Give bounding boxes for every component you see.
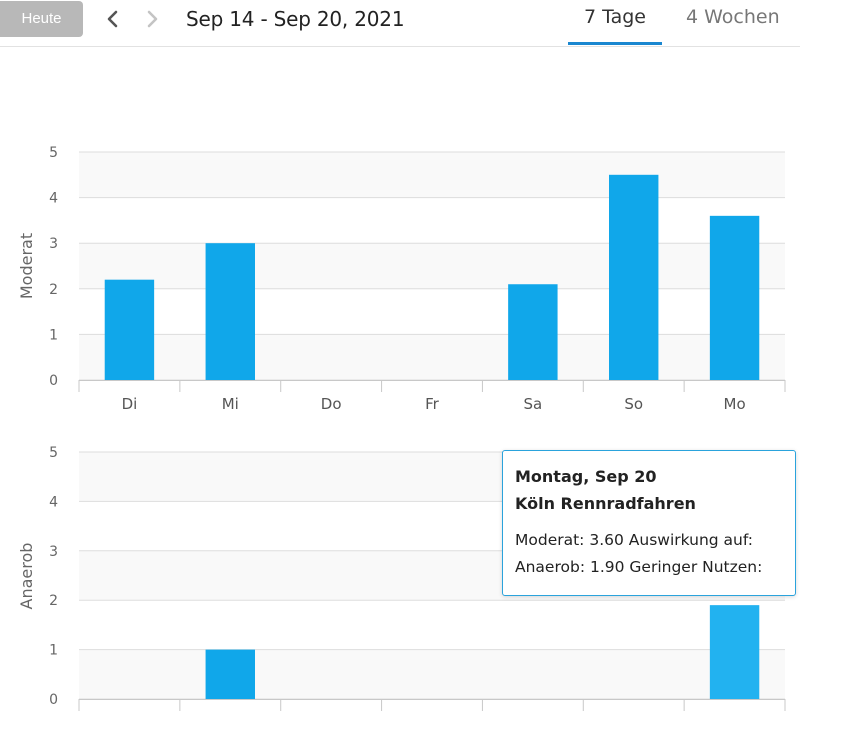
y-tick-label: 1 xyxy=(49,643,58,659)
plot-band xyxy=(79,243,785,289)
y-tick-label: 2 xyxy=(49,282,58,298)
bar-mi xyxy=(205,243,255,380)
next-week-button[interactable] xyxy=(140,4,166,32)
bar-so xyxy=(609,174,659,380)
bar-sa xyxy=(508,284,558,380)
toolbar: Heute Sep 14 - Sep 20, 2021 7 Tage 4 Woc… xyxy=(0,0,800,47)
bar-mi xyxy=(205,649,255,699)
y-tick-label: 1 xyxy=(49,327,58,343)
chevron-left-icon xyxy=(107,10,118,28)
prev-week-button[interactable] xyxy=(99,4,125,32)
x-tick-label: Fr xyxy=(425,395,440,413)
tooltip-line-moderat: Moderat: 3.60 Auswirkung auf: xyxy=(515,531,753,549)
today-button[interactable]: Heute xyxy=(0,1,83,37)
x-tick-label: Mi xyxy=(222,395,239,413)
tooltip-subtitle: Köln Rennradfahren xyxy=(515,494,696,513)
x-tick-label: Di xyxy=(122,395,138,413)
y-tick-label: 0 xyxy=(49,692,58,708)
y-tick-label: 3 xyxy=(49,544,58,560)
plot-band xyxy=(79,334,785,380)
tab-4-wochen[interactable]: 4 Wochen xyxy=(686,6,780,28)
y-tick-label: 4 xyxy=(49,494,58,510)
tooltip-title: Montag, Sep 20 xyxy=(515,467,657,486)
chevron-right-icon xyxy=(147,10,158,28)
date-range: Sep 14 - Sep 20, 2021 xyxy=(186,7,405,31)
y-axis-title: Anaerob xyxy=(17,543,36,610)
bar-mo xyxy=(709,605,760,699)
y-tick-label: 5 xyxy=(49,445,58,461)
plot-band xyxy=(79,649,785,699)
x-tick-label: Mo xyxy=(724,395,746,413)
bar-mo xyxy=(709,215,760,380)
active-tab-indicator xyxy=(568,42,662,45)
x-tick-label: Do xyxy=(321,395,342,413)
tooltip-line-anaerob: Anaerob: 1.90 Geringer Nutzen: xyxy=(515,558,763,576)
x-tick-label: Sa xyxy=(523,395,542,413)
y-tick-label: 0 xyxy=(49,373,58,389)
plot-band xyxy=(79,152,785,198)
bar-di xyxy=(104,279,155,380)
y-tick-label: 5 xyxy=(49,145,58,161)
y-tick-label: 2 xyxy=(49,593,58,609)
tab-7-tage[interactable]: 7 Tage xyxy=(584,6,646,28)
tooltip: Montag, Sep 20 Köln Rennradfahren Modera… xyxy=(502,450,796,596)
y-axis-title: Moderat xyxy=(17,233,36,299)
y-tick-label: 4 xyxy=(49,191,58,207)
x-tick-label: So xyxy=(624,395,643,413)
y-tick-label: 3 xyxy=(49,236,58,252)
